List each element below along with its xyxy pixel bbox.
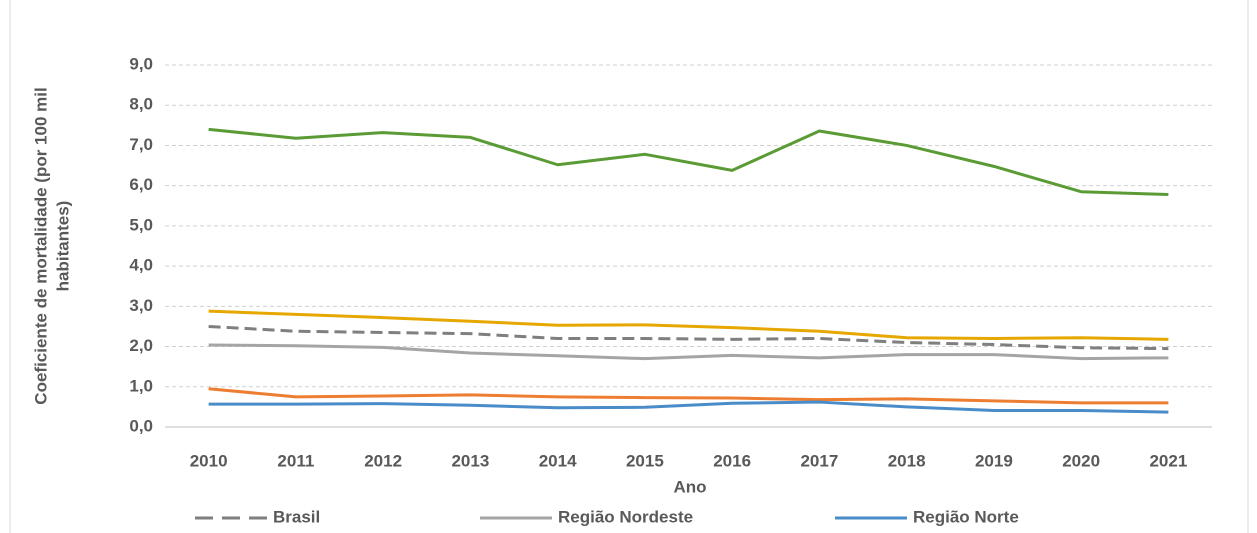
chart-frame — [9, 0, 1249, 533]
series-line — [208, 324, 1169, 351]
x-axis-label: Ano — [673, 477, 706, 496]
x-tick-label: 2011 — [277, 451, 314, 470]
x-tick-label: 2016 — [713, 451, 751, 470]
y-tick-label: 9,0 — [129, 54, 153, 73]
x-tick-label: 2017 — [800, 451, 838, 470]
legend-label: Brasil — [273, 507, 320, 526]
x-tick-label: 2013 — [451, 451, 489, 470]
legend-label: Região Nordeste — [558, 507, 693, 526]
series-line — [208, 387, 1169, 405]
x-tick-label: 2010 — [190, 451, 228, 470]
x-tick-label: 2012 — [364, 451, 402, 470]
x-tick-label: 2020 — [1062, 451, 1100, 470]
x-tick-label: 2021 — [1149, 451, 1187, 470]
y-axis-label: Coeficiente de mortalidade (por 100 mil … — [31, 87, 72, 404]
series-line — [208, 127, 1169, 197]
x-tick-label: 2019 — [975, 451, 1013, 470]
y-tick-label: 4,0 — [129, 256, 153, 275]
y-tick-label: 6,0 — [129, 175, 153, 194]
series-line — [208, 343, 1169, 361]
y-tick-label: 3,0 — [129, 296, 153, 315]
series-line — [208, 400, 1169, 414]
y-axis-label-line: Coeficiente de mortalidade (por 100 mil — [31, 87, 50, 404]
x-tick-label: 2018 — [888, 451, 926, 470]
y-tick-label: 2,0 — [129, 336, 153, 355]
x-tick-label: 2015 — [626, 451, 664, 470]
y-tick-label: 7,0 — [129, 135, 153, 154]
legend-label: Região Norte — [913, 507, 1019, 526]
y-tick-label: 8,0 — [129, 95, 153, 114]
y-tick-label: 0,0 — [129, 416, 153, 435]
y-tick-label: 5,0 — [129, 215, 153, 234]
series-line — [208, 309, 1169, 341]
y-tick-label: 1,0 — [129, 376, 153, 395]
x-tick-label: 2014 — [539, 451, 577, 470]
y-axis-label-line: habitantes) — [53, 201, 72, 292]
